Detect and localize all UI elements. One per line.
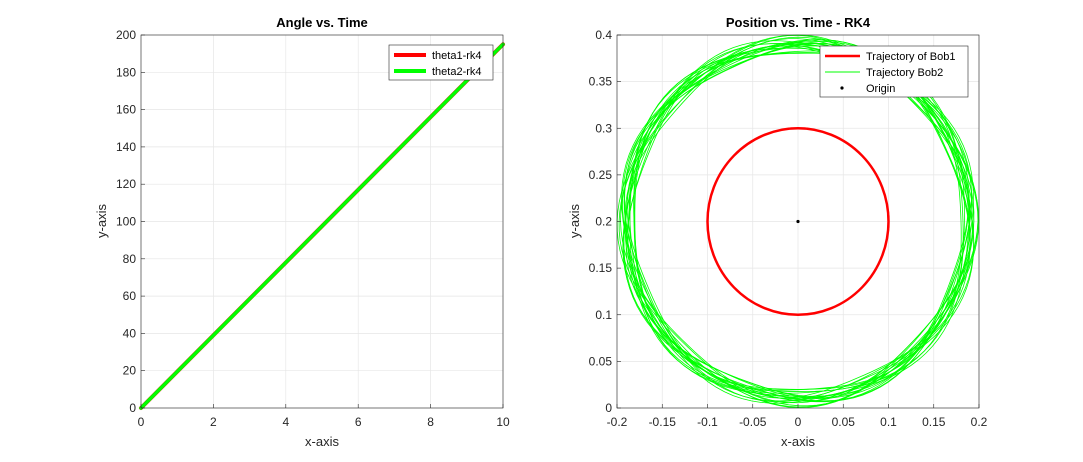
x-tick-label: 8 — [427, 415, 434, 429]
y-tick-label: 200 — [116, 28, 136, 42]
legend-label-theta2: theta2-rk4 — [432, 66, 482, 78]
x-tick-label: 0.2 — [971, 415, 988, 429]
position-chart-title: Position vs. Time - RK4 — [726, 15, 871, 30]
x-tick-label: -0.05 — [739, 415, 767, 429]
angle-chart-ylabel: y-axis — [94, 204, 109, 238]
x-tick-label: -0.15 — [649, 415, 677, 429]
angle-chart-series — [139, 42, 505, 410]
y-tick-label: 160 — [116, 103, 136, 117]
y-tick-label: 0.05 — [589, 354, 613, 368]
y-tick-label: 80 — [123, 252, 137, 266]
x-tick-label: -0.1 — [697, 415, 718, 429]
y-tick-label: 0.1 — [595, 308, 612, 322]
y-tick-label: 140 — [116, 140, 136, 154]
angle-chart-title: Angle vs. Time — [276, 15, 368, 30]
series-theta2-rk4 — [139, 42, 505, 410]
y-tick-label: 120 — [116, 177, 136, 191]
legend-label-bob1: Trajectory of Bob1 — [866, 51, 955, 63]
angle-chart-xlabel: x-axis — [305, 434, 339, 449]
y-tick-label: 0.4 — [595, 28, 612, 42]
position-chart: -0.2 -0.15 -0.1 -0.05 0 0.05 0.1 0.15 0.2 0 0.05 0.… — [567, 15, 988, 449]
x-tick-label: 0.15 — [922, 415, 946, 429]
x-tick-label: 0.1 — [880, 415, 897, 429]
y-tick-label: 20 — [123, 364, 137, 378]
series-trajectory-of-bob1 — [706, 127, 890, 316]
series-origin-point — [796, 219, 800, 224]
y-tick-label: 0.3 — [595, 121, 612, 135]
y-tick-label: 180 — [116, 65, 136, 79]
legend-label-origin: Origin — [866, 83, 895, 95]
x-tick-label: 6 — [355, 415, 362, 429]
y-tick-label: 0.2 — [595, 215, 612, 229]
y-tick-label: 0 — [129, 401, 136, 415]
legend-swatch-origin — [840, 86, 844, 90]
x-tick-label: 10 — [496, 415, 510, 429]
x-tick-label: 0 — [795, 415, 802, 429]
legend-label-bob2: Trajectory Bob2 — [866, 67, 943, 79]
legend-label-theta1: theta1-rk4 — [432, 50, 482, 62]
position-chart-xlabel: x-axis — [781, 434, 815, 449]
x-tick-label: 0 — [138, 415, 145, 429]
angle-chart-legend-box — [388, 44, 494, 81]
angle-chart-legend: theta1-rk4 theta2-rk4 — [388, 44, 494, 81]
y-tick-label: 100 — [116, 215, 136, 229]
y-tick-label: 60 — [123, 289, 137, 303]
x-tick-label: 4 — [282, 415, 289, 429]
x-tick-label: 0.05 — [832, 415, 856, 429]
y-tick-label: 40 — [123, 326, 137, 340]
position-chart-ticks: -0.2 -0.15 -0.1 -0.05 0 0.05 0.1 0.15 0.2 0 0.05 0.… — [589, 28, 988, 429]
y-tick-label: 0.15 — [589, 261, 613, 275]
position-chart-ylabel: y-axis — [567, 204, 582, 238]
x-tick-label: -0.2 — [607, 415, 628, 429]
x-tick-label: 2 — [210, 415, 217, 429]
y-tick-label: 0.25 — [589, 168, 613, 182]
angle-chart-grid — [140, 34, 504, 409]
y-tick-label: 0 — [605, 401, 612, 415]
y-tick-label: 0.35 — [589, 75, 613, 89]
position-chart-legend: Trajectory of Bob1 Trajectory Bob2 Origi… — [819, 45, 969, 98]
